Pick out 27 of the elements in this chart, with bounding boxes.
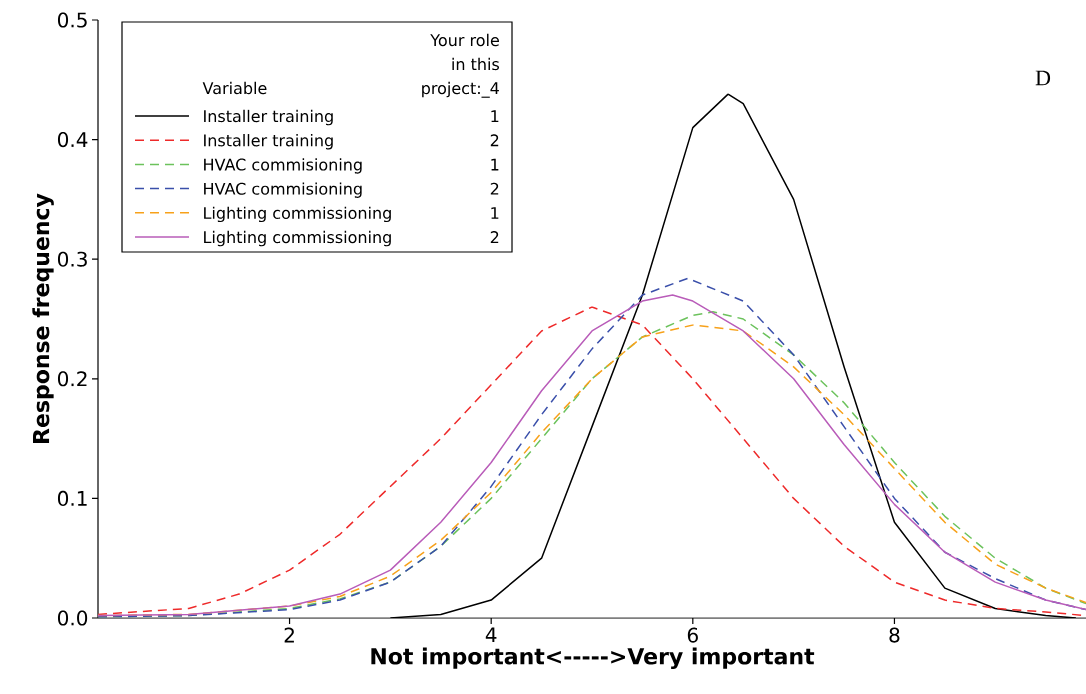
annotation: 1 (491, 207, 499, 219)
x-tick-label: 8 (889, 627, 900, 643)
annotation: 2 (490, 182, 499, 195)
legend-label: Lighting commissioning (204, 206, 391, 223)
legend-label: Lighting commissioning (204, 230, 391, 247)
legend-label: Installer training (204, 134, 333, 150)
legend-label: HVAC commisioning (204, 182, 362, 198)
y-axis-title: Response frequency (32, 193, 54, 443)
legend-label: HVAC commisioning (204, 158, 362, 174)
annotation: 2 (490, 134, 499, 147)
x-tick-label: 6 (687, 627, 698, 643)
annotation: 2 (490, 231, 499, 243)
y-tick-label: 0.5 (57, 12, 87, 28)
y-tick-label: 0.0 (57, 610, 88, 626)
x-tick-label: 4 (485, 627, 497, 643)
annotation: Your role in this project:_4 (422, 33, 500, 98)
y-tick-label: 0.4 (57, 132, 88, 148)
y-tick-label: 0.2 (57, 371, 87, 387)
x-axis-title: Not important<----->Very important (371, 647, 815, 669)
legend-label: Installer training (204, 109, 333, 126)
y-tick-label: 0.1 (57, 490, 87, 506)
x-tick-label: 2 (284, 627, 294, 643)
annotation: D (1035, 70, 1051, 86)
annotation: 1 (491, 110, 499, 122)
legend-title: Variable (202, 81, 267, 95)
y-tick-label: 0.3 (57, 251, 87, 267)
annotation: 1 (491, 158, 499, 171)
